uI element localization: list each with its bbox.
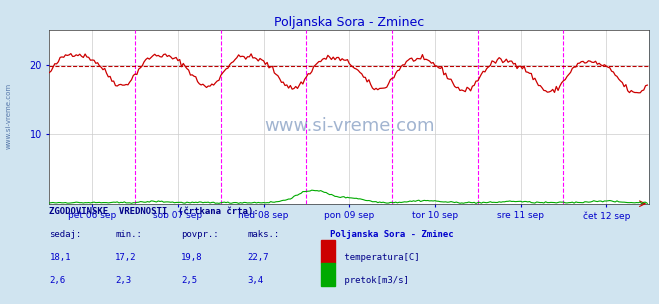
Text: Poljanska Sora - Zminec: Poljanska Sora - Zminec [330,230,453,239]
Text: 18,1: 18,1 [49,253,71,262]
Text: pretok[m3/s]: pretok[m3/s] [339,276,409,285]
Text: sedaj:: sedaj: [49,230,82,239]
Text: 22,7: 22,7 [247,253,269,262]
Text: 19,8: 19,8 [181,253,203,262]
Text: 2,6: 2,6 [49,276,65,285]
Title: Poljanska Sora - Zminec: Poljanska Sora - Zminec [274,16,424,29]
Text: www.si-vreme.com: www.si-vreme.com [5,82,11,149]
Text: maks.:: maks.: [247,230,279,239]
Text: 3,4: 3,4 [247,276,263,285]
Text: ZGODOVINSKE  VREDNOSTI  (črtkana črta):: ZGODOVINSKE VREDNOSTI (črtkana črta): [49,207,259,216]
Text: min.:: min.: [115,230,142,239]
Text: www.si-vreme.com: www.si-vreme.com [264,117,434,135]
Text: 17,2: 17,2 [115,253,137,262]
Text: 2,5: 2,5 [181,276,197,285]
Text: temperatura[C]: temperatura[C] [339,253,420,262]
Text: povpr.:: povpr.: [181,230,219,239]
Text: 2,3: 2,3 [115,276,131,285]
